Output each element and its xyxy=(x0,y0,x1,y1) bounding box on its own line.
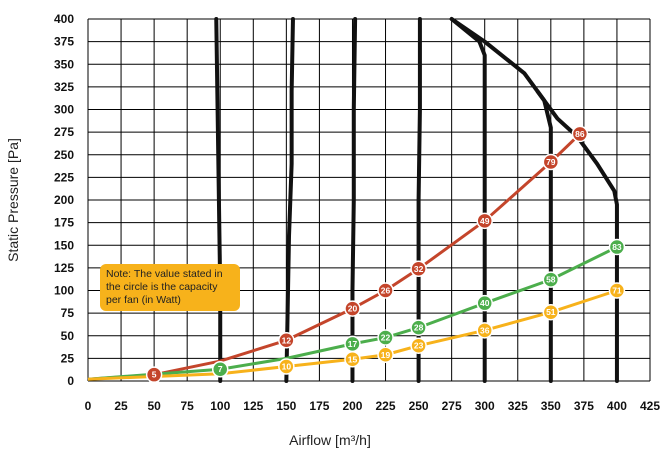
x-tick-label: 300 xyxy=(475,399,495,413)
y-tick-label: 300 xyxy=(54,103,74,117)
x-tick-label: 225 xyxy=(376,399,396,413)
x-tick-label: 375 xyxy=(574,399,594,413)
x-tick-label: 150 xyxy=(276,399,296,413)
y-tick-label: 0 xyxy=(67,374,74,388)
x-tick-label: 75 xyxy=(180,399,194,413)
data-point-label: 40 xyxy=(480,298,490,308)
y-tick-label: 375 xyxy=(54,35,74,49)
data-point-label: 86 xyxy=(575,129,585,139)
data-point-label: 83 xyxy=(612,242,622,252)
y-tick-label: 250 xyxy=(54,148,74,162)
x-tick-label: 350 xyxy=(541,399,561,413)
data-point-label: 51 xyxy=(546,307,556,317)
fan-curve xyxy=(352,19,355,381)
x-tick-label: 200 xyxy=(342,399,362,413)
x-axis-label: Airflow [m³/h] xyxy=(289,432,371,448)
data-point-label: 32 xyxy=(414,264,424,274)
y-tick-label: 100 xyxy=(54,284,74,298)
x-tick-label: 275 xyxy=(442,399,462,413)
data-point-label: 5 xyxy=(152,370,157,380)
data-point-label: 17 xyxy=(348,339,358,349)
grid xyxy=(88,19,650,381)
data-point-label: 36 xyxy=(480,325,490,335)
y-tick-label: 400 xyxy=(54,12,74,26)
capacity-note: Note: The value stated in the circle is … xyxy=(100,264,240,311)
y-tick-label: 175 xyxy=(54,216,74,230)
y-tick-label: 75 xyxy=(61,306,75,320)
data-point-label: 79 xyxy=(546,157,556,167)
data-point-label: 58 xyxy=(546,275,556,285)
data-point-label: 12 xyxy=(282,335,292,345)
y-tick-label: 50 xyxy=(61,329,75,343)
x-tick-label: 125 xyxy=(243,399,263,413)
data-point-label: 26 xyxy=(381,286,391,296)
x-tick-label: 50 xyxy=(147,399,161,413)
y-axis-label: Static Pressure [Pa] xyxy=(5,138,21,262)
data-point-label: 15 xyxy=(348,354,358,364)
x-tick-label: 175 xyxy=(309,399,329,413)
y-tick-label: 200 xyxy=(54,193,74,207)
data-point-label: 49 xyxy=(480,216,490,226)
y-tick-label: 25 xyxy=(61,351,75,365)
x-tick-label: 400 xyxy=(607,399,627,413)
x-tick-label: 100 xyxy=(210,399,230,413)
data-point-label: 10 xyxy=(282,362,292,372)
data-point-label: 71 xyxy=(612,286,622,296)
x-tick-label: 325 xyxy=(508,399,528,413)
data-point-label: 20 xyxy=(348,304,358,314)
data-point-label: 19 xyxy=(381,350,391,360)
x-tick-label: 425 xyxy=(640,399,660,413)
data-point-label: 23 xyxy=(414,341,424,351)
x-tick-label: 0 xyxy=(85,399,92,413)
data-point-label: 28 xyxy=(414,323,424,333)
x-tick-label: 25 xyxy=(114,399,128,413)
x-tick-labels: 0 25 50 75 100 125 150 175 200 225 250 275 300 325 350… xyxy=(85,399,661,413)
y-tick-label: 275 xyxy=(54,125,74,139)
series-line xyxy=(88,134,580,379)
y-tick-label: 225 xyxy=(54,170,74,184)
data-point-label: 22 xyxy=(381,333,391,343)
y-tick-labels: 0 25 50 75 100 125 150 175 200 225 250 275 300 325 350… xyxy=(54,12,74,388)
y-tick-label: 150 xyxy=(54,238,74,252)
y-tick-label: 325 xyxy=(54,80,74,94)
y-tick-label: 125 xyxy=(54,261,74,275)
y-tick-label: 350 xyxy=(54,57,74,71)
x-tick-label: 250 xyxy=(409,399,429,413)
data-point-label: 7 xyxy=(218,364,223,374)
